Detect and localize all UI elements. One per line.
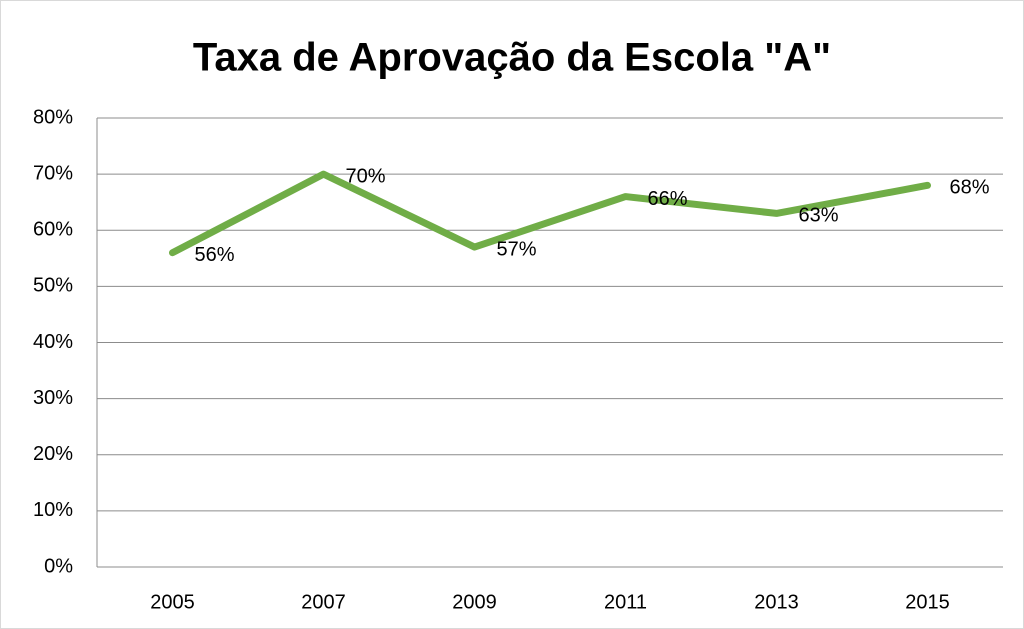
y-tick-label: 60% [33,219,73,241]
data-label: 63% [799,205,839,227]
y-tick-label: 20% [33,443,73,465]
x-tick-label: 2007 [301,591,346,613]
x-tick-label: 2013 [754,591,799,613]
line [169,170,931,257]
chart-title: Taxa de Aprovação da Escola "A" [193,36,831,80]
data-label: 70% [346,165,386,187]
x-tick-label: 2011 [604,591,647,613]
y-tick-label: 80% [33,106,73,128]
x-tick-label: 2009 [452,591,497,613]
x-tick-label: 2015 [905,591,950,613]
y-tick-label: 40% [33,331,73,353]
data-label: 68% [950,177,990,199]
y-tick-label: 0% [44,555,73,577]
data-label: 57% [497,238,537,260]
x-tick-label: 2005 [150,591,195,613]
y-tick-label: 30% [33,387,73,409]
data-label: 66% [648,188,688,210]
data-label: 56% [195,244,235,266]
y-tick-label: 50% [33,275,73,297]
y-tick-label: 70% [33,162,73,184]
y-tick-label: 10% [33,499,73,521]
